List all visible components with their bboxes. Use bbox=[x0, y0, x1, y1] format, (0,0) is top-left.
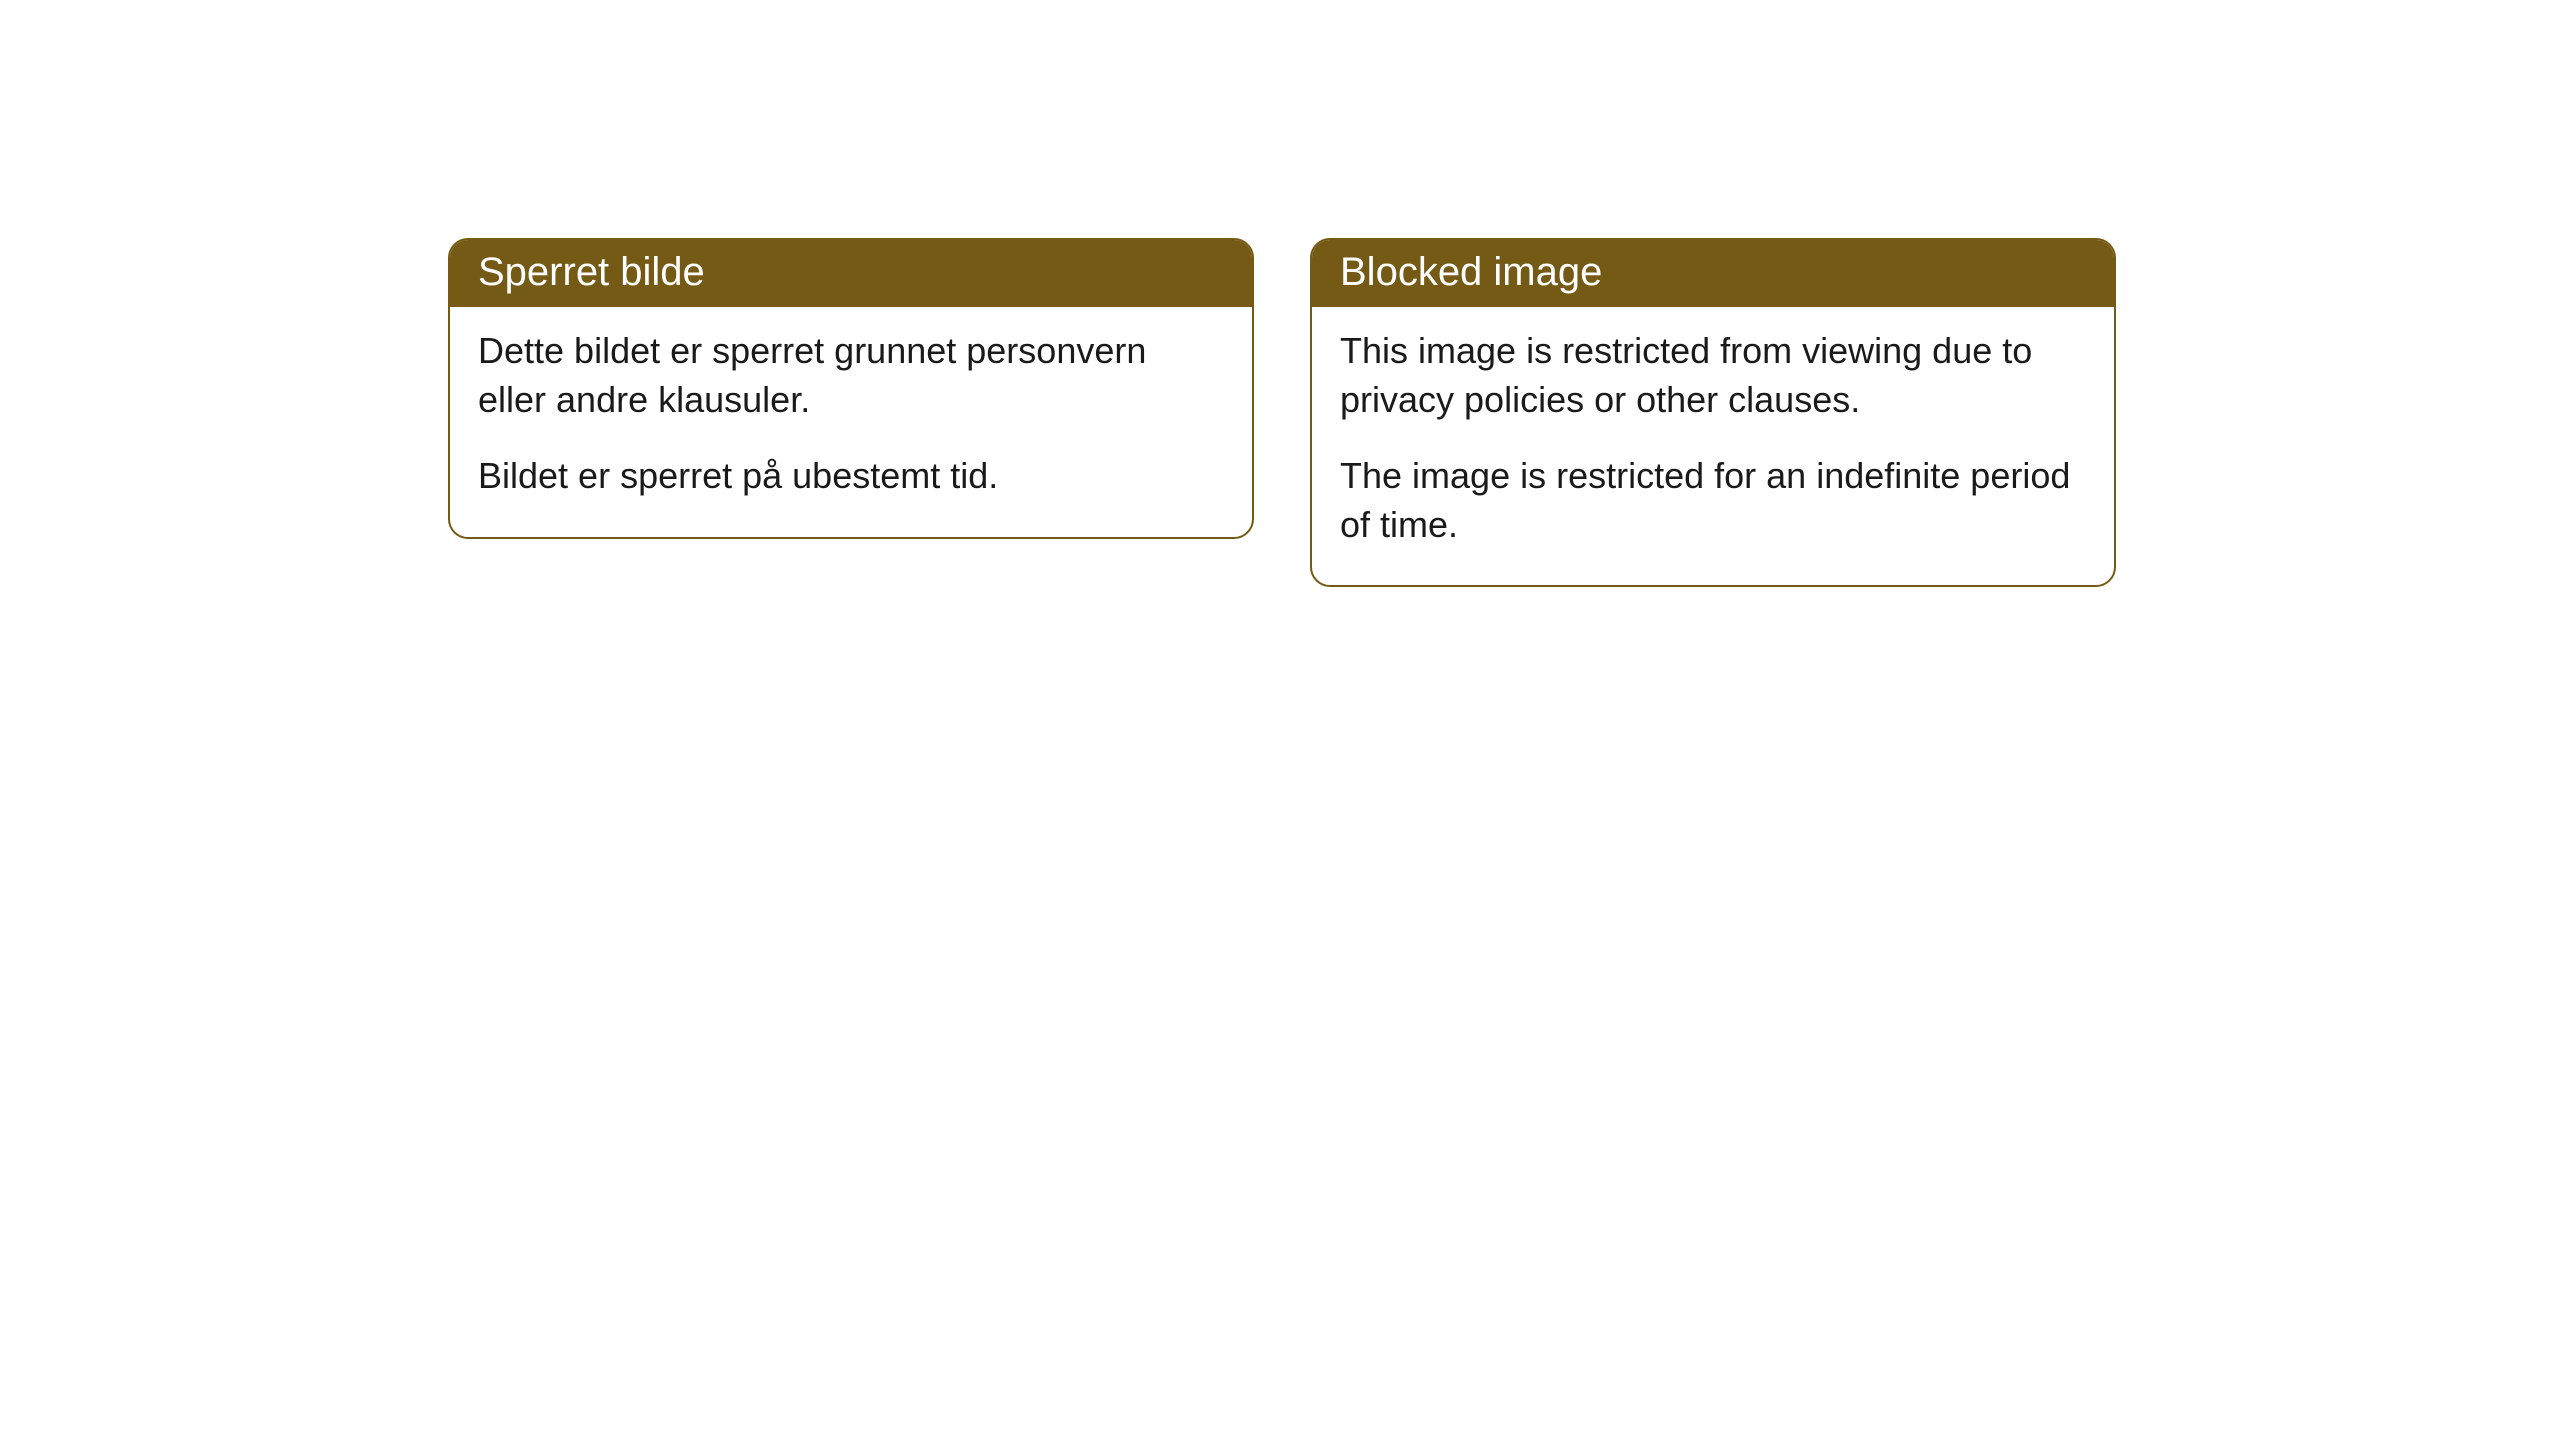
card-paragraph: The image is restricted for an indefinit… bbox=[1340, 452, 2086, 549]
card-paragraph: This image is restricted from viewing du… bbox=[1340, 327, 2086, 424]
card-body: Dette bildet er sperret grunnet personve… bbox=[450, 307, 1252, 537]
card-title: Blocked image bbox=[1340, 250, 1602, 294]
card-paragraph: Dette bildet er sperret grunnet personve… bbox=[478, 327, 1224, 424]
card-paragraph: Bildet er sperret på ubestemt tid. bbox=[478, 452, 1224, 501]
card-title: Sperret bilde bbox=[478, 250, 705, 294]
card-body: This image is restricted from viewing du… bbox=[1312, 307, 2114, 585]
blocked-image-card-no: Sperret bilde Dette bildet er sperret gr… bbox=[448, 238, 1254, 539]
blocked-image-card-en: Blocked image This image is restricted f… bbox=[1310, 238, 2116, 587]
card-header: Blocked image bbox=[1312, 240, 2114, 307]
card-header: Sperret bilde bbox=[450, 240, 1252, 307]
